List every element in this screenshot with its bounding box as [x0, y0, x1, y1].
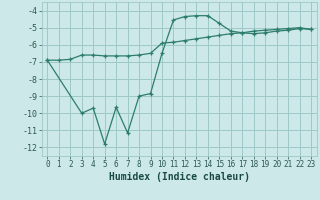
X-axis label: Humidex (Indice chaleur): Humidex (Indice chaleur) — [109, 172, 250, 182]
